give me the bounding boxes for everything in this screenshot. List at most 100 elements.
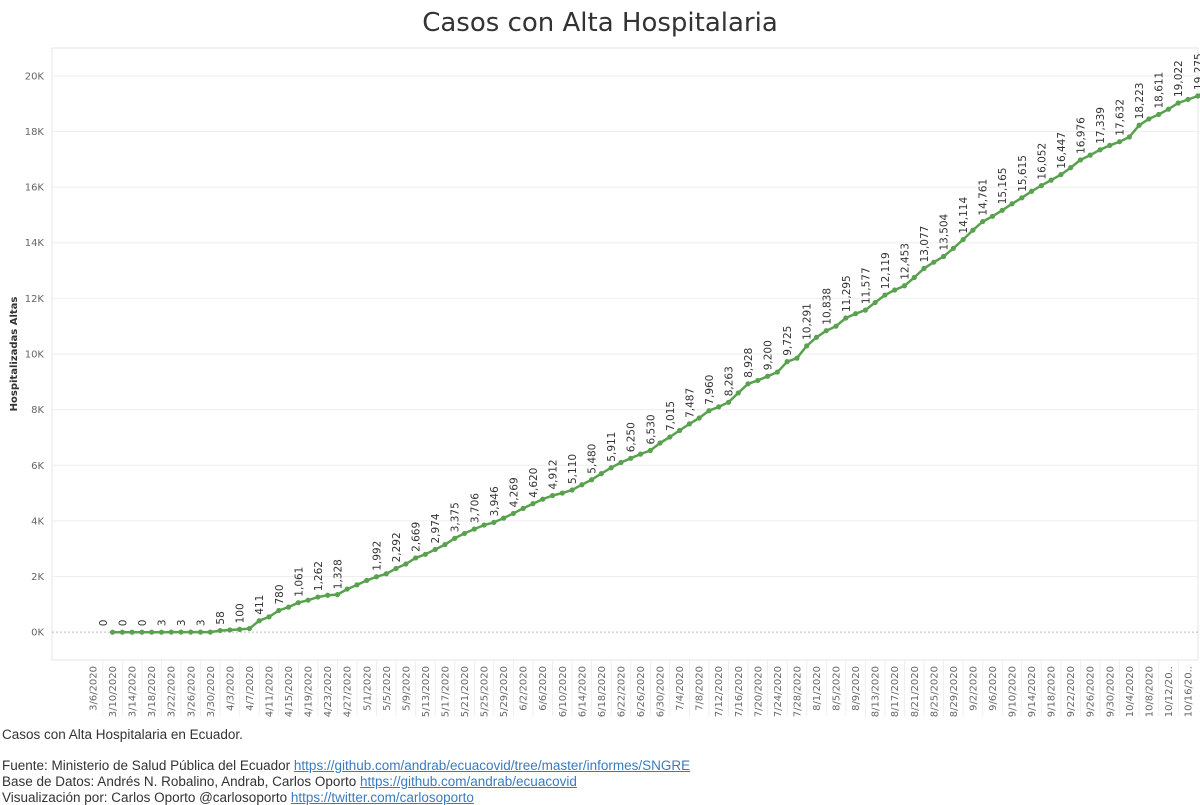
data-point <box>354 582 360 588</box>
y-tick-label: 6K <box>31 461 44 472</box>
x-tick-label: 6/10/2020 <box>558 666 569 717</box>
x-tick-label: 4/15/2020 <box>284 666 295 717</box>
data-label: 4,620 <box>528 468 540 498</box>
chart-description: Casos con Alta Hospitalaria en Ecuador. <box>2 727 243 742</box>
source-link[interactable]: https://github.com/andrab/ecuacovid/tree… <box>293 758 691 773</box>
data-point <box>862 307 868 313</box>
y-tick-label: 18K <box>25 127 45 138</box>
x-tick-label: 3/14/2020 <box>128 666 139 717</box>
x-tick-label: 4/11/2020 <box>264 666 275 717</box>
y-tick-label: 8K <box>31 405 44 416</box>
x-tick-label: 8/25/2020 <box>929 666 940 717</box>
source-text: Fuente: Ministerio de Salud Pública del … <box>2 758 294 773</box>
data-point <box>823 328 829 334</box>
data-label: 15,615 <box>1017 155 1029 192</box>
data-label: 3 <box>176 619 188 626</box>
data-point <box>295 600 301 606</box>
data-label: 15,165 <box>997 168 1009 205</box>
data-label: 9,725 <box>782 326 794 356</box>
data-point <box>1019 195 1025 201</box>
data-point <box>139 629 145 635</box>
data-label: 0 <box>117 620 129 627</box>
x-tick-label: 5/1/2020 <box>362 666 373 711</box>
data-point <box>256 618 262 624</box>
data-point <box>608 465 614 471</box>
data-point <box>794 355 800 361</box>
x-tick-label: 10/8/2020 <box>1144 666 1155 717</box>
data-point <box>677 427 683 434</box>
x-tick-label: 9/18/2020 <box>1047 666 1058 717</box>
data-label: 11,577 <box>860 267 872 304</box>
x-tick-label: 8/9/2020 <box>851 666 862 711</box>
x-tick-label: 7/12/2020 <box>714 666 725 717</box>
data-point <box>217 627 223 634</box>
data-point <box>980 218 986 225</box>
data-label: 7,960 <box>704 375 716 405</box>
data-label: 3,375 <box>450 502 462 532</box>
data-point <box>647 447 653 454</box>
data-label: 411 <box>254 595 266 615</box>
data-point <box>373 574 380 580</box>
data-point <box>432 546 438 553</box>
x-tick-label: 9/2/2020 <box>968 666 979 711</box>
x-tick-label: 8/21/2020 <box>910 666 921 717</box>
data-point <box>149 629 155 635</box>
data-point <box>237 626 243 633</box>
data-point <box>501 515 507 521</box>
data-point <box>393 565 399 572</box>
data-point <box>403 561 409 567</box>
x-tick-label: 7/4/2020 <box>675 666 686 711</box>
data-label: 7,015 <box>665 401 677 431</box>
data-point <box>413 555 419 561</box>
data-label: 10,291 <box>802 303 814 340</box>
x-tick-label: 10/16/20.. <box>1184 666 1195 717</box>
x-tick-label: 6/2/2020 <box>519 666 530 711</box>
x-tick-label: 8/29/2020 <box>949 666 960 717</box>
data-label: 100 <box>235 603 247 623</box>
data-label: 3,706 <box>469 493 481 523</box>
data-point <box>1156 111 1162 118</box>
x-tick-label: 3/30/2020 <box>206 666 217 717</box>
x-tick-label: 4/7/2020 <box>245 666 256 711</box>
data-point <box>1116 139 1123 145</box>
data-label: 12,453 <box>900 243 912 280</box>
x-tick-label: 7/28/2020 <box>792 666 803 717</box>
data-point <box>1185 96 1191 103</box>
viz-link[interactable]: https://twitter.com/carlosoporto <box>290 790 474 805</box>
x-tick-label: 5/5/2020 <box>382 666 393 711</box>
data-point <box>628 455 634 461</box>
x-tick-label: 5/17/2020 <box>440 666 451 717</box>
x-tick-label: 3/6/2020 <box>89 666 100 711</box>
data-label: 18,611 <box>1154 72 1166 109</box>
data-point <box>589 477 595 483</box>
data-point <box>1195 93 1200 99</box>
data-point <box>559 490 565 496</box>
data-point <box>716 404 722 410</box>
data-point <box>334 592 341 598</box>
data-point <box>540 496 546 502</box>
data-label: 1,262 <box>313 561 325 591</box>
data-label: 6,250 <box>626 422 638 452</box>
data-point <box>364 577 370 583</box>
database-link[interactable]: https://github.com/andrab/ecuacovid <box>359 774 577 789</box>
data-label: 8,928 <box>743 348 755 378</box>
data-point <box>1136 122 1142 128</box>
data-point <box>207 629 213 635</box>
y-tick-label: 16K <box>25 183 45 194</box>
data-point <box>1146 116 1152 122</box>
data-point <box>843 315 849 321</box>
data-point <box>383 571 389 577</box>
data-label: 58 <box>215 611 227 624</box>
y-tick-label: 20K <box>25 71 45 82</box>
chart-title: Casos con Alta Hospitalaria <box>422 8 778 38</box>
data-point <box>1028 188 1035 194</box>
data-point <box>1126 134 1132 140</box>
data-point <box>1058 172 1064 178</box>
data-point <box>833 323 839 329</box>
data-point <box>276 607 282 614</box>
data-point <box>696 415 702 421</box>
data-point <box>452 535 458 541</box>
data-label: 1,061 <box>293 567 305 597</box>
source-line: Fuente: Ministerio de Salud Pública del … <box>2 758 690 773</box>
data-label: 16,447 <box>1056 132 1068 169</box>
